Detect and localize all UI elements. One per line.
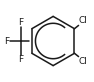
Text: Cl: Cl (79, 16, 88, 25)
Text: F: F (5, 36, 10, 46)
Text: F: F (18, 18, 23, 27)
Text: F: F (18, 55, 23, 64)
Text: Cl: Cl (79, 57, 88, 66)
